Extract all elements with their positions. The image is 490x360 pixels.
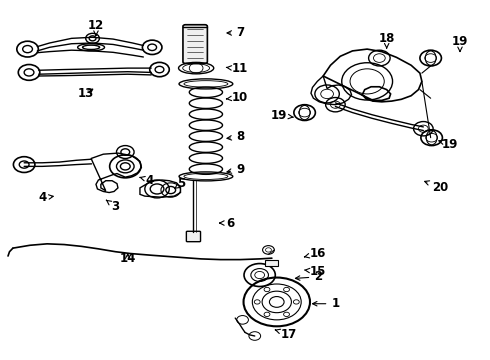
Text: 11: 11 (226, 62, 248, 75)
Text: 20: 20 (425, 181, 448, 194)
Text: 9: 9 (227, 163, 244, 176)
Text: 4: 4 (38, 192, 53, 204)
Text: 16: 16 (304, 247, 326, 260)
Text: 19: 19 (271, 109, 293, 122)
Text: 3: 3 (106, 200, 120, 213)
Text: 5: 5 (174, 177, 186, 190)
Text: 15: 15 (304, 265, 326, 278)
Text: 10: 10 (226, 91, 248, 104)
Text: 19: 19 (439, 138, 459, 150)
Text: 18: 18 (378, 32, 395, 48)
Text: 14: 14 (120, 252, 136, 265)
FancyBboxPatch shape (186, 231, 200, 242)
Text: 1: 1 (313, 297, 340, 310)
Text: 2: 2 (295, 270, 322, 283)
Text: 6: 6 (220, 216, 235, 230)
Text: 7: 7 (227, 27, 244, 40)
FancyBboxPatch shape (265, 260, 278, 266)
Text: 13: 13 (78, 87, 95, 100)
Text: 19: 19 (452, 35, 468, 51)
Text: 17: 17 (275, 328, 297, 341)
Text: 12: 12 (88, 19, 104, 36)
FancyBboxPatch shape (183, 25, 207, 63)
Text: 8: 8 (227, 130, 244, 144)
Text: 4: 4 (140, 174, 154, 186)
